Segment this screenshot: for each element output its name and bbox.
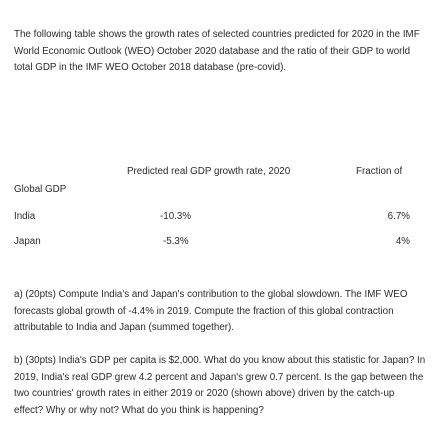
row-label: Japan <box>14 236 41 247</box>
question-a: a) (20pts) Compute India's and Japan's c… <box>14 289 408 334</box>
column-header-continued: Global GDP <box>14 184 67 195</box>
table-cell: 4% <box>395 236 410 247</box>
column-header: Predicted real GDP growth rate, 2020 <box>127 166 291 177</box>
question-b: b) (30pts) India's GDP per capita is $2,… <box>14 355 426 416</box>
table-cell: -10.3% <box>160 211 192 222</box>
column-header: Fraction of <box>356 166 403 177</box>
table-cell: 6.7% <box>387 211 410 222</box>
table-cell: -5.3% <box>163 236 189 247</box>
row-label: India <box>14 211 36 222</box>
intro-paragraph: The following table shows the growth rat… <box>14 29 420 74</box>
